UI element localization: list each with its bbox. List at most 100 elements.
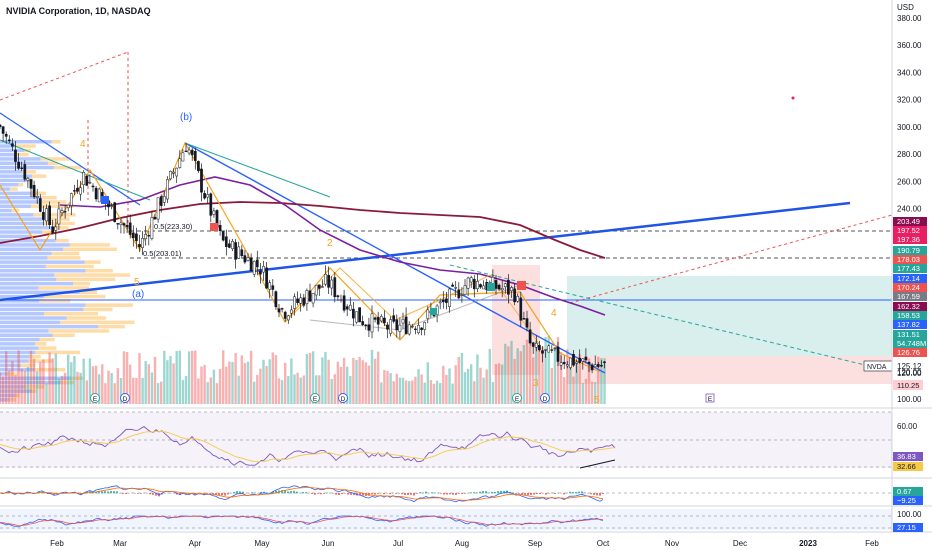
profile-row-sell (48, 329, 110, 333)
price-tag: 131.51 (893, 330, 927, 339)
macd-panel: 0.67 −9.25 (0, 485, 923, 505)
macd-bar (317, 493, 319, 494)
candle-body (234, 242, 237, 260)
profile-row-sell (70, 376, 83, 380)
svg-text:D: D (123, 396, 128, 403)
candle-body (593, 364, 597, 367)
profile-row-buy (0, 230, 43, 234)
macd-bar (416, 493, 418, 494)
macd-bar (572, 491, 574, 494)
candle-body (401, 318, 405, 324)
candle-body (82, 172, 86, 186)
svg-text:203.49: 203.49 (897, 217, 920, 226)
long-target-zone (567, 276, 892, 356)
candle-body (562, 361, 566, 365)
svg-text:54.748M: 54.748M (897, 339, 926, 348)
volume-bar (36, 371, 39, 404)
candle-body (584, 356, 588, 361)
macd-bar (464, 493, 466, 494)
volume-bar (197, 378, 200, 404)
volume-bar (476, 354, 479, 404)
macd-bar (101, 491, 103, 494)
volume-bar (63, 372, 67, 404)
candle-body (51, 226, 55, 233)
price-120-label: 120.00 (897, 369, 922, 378)
volume-bar (435, 380, 439, 404)
macd-bar (329, 492, 331, 494)
macd-bar (326, 492, 328, 494)
candle-body (603, 361, 606, 363)
macd-bar (407, 493, 409, 495)
profile-row-buy (0, 208, 12, 213)
candle-body (76, 187, 79, 192)
profile-row-buy (0, 140, 52, 144)
profile-row-buy (0, 221, 44, 226)
volume-bar (491, 381, 495, 404)
volume-bar (377, 351, 380, 404)
volume-bar (191, 350, 194, 404)
profile-row-buy (0, 273, 55, 277)
profile-row-buy (0, 161, 48, 165)
volume-bar (67, 354, 70, 404)
macd-bar (395, 493, 397, 494)
volume-bar (358, 357, 361, 404)
macd-bar (203, 493, 205, 494)
macd-bar (602, 493, 604, 495)
ma-100 (59, 176, 606, 316)
volume-bar (336, 361, 340, 404)
candle-body (383, 317, 386, 324)
profile-row-buy (0, 165, 54, 170)
profile-row-sell (15, 393, 20, 398)
volume-bar (600, 358, 603, 404)
profile-row-sell (44, 312, 98, 316)
candle-body (538, 344, 541, 351)
svg-text:E: E (708, 396, 713, 403)
volume-bar (370, 349, 374, 404)
volume-bar (305, 354, 309, 404)
ma-200 (0, 201, 606, 259)
macd-bar (422, 492, 424, 494)
candle-body (519, 297, 523, 321)
profile-row-sell (32, 389, 37, 393)
volume-bar (389, 373, 392, 404)
profile-row-sell (39, 337, 55, 342)
price-tick-320: 320.00 (897, 96, 922, 105)
candle-body (193, 150, 197, 161)
volume-bar (380, 382, 383, 404)
macd-bar (389, 493, 391, 495)
volume-bar (383, 369, 386, 404)
volume-bar (470, 364, 473, 404)
candle-body (252, 261, 256, 275)
candle-body (240, 249, 244, 256)
candle-body (7, 139, 11, 142)
volume-bar (497, 363, 501, 404)
macd-bar (410, 493, 412, 495)
candle-body (290, 309, 293, 314)
candle-body (11, 143, 14, 147)
volume-bar (156, 383, 160, 404)
profile-row-buy (0, 234, 31, 239)
volume-bar (590, 381, 594, 404)
volume-bar (339, 366, 343, 404)
volume-profile (0, 140, 135, 402)
macd-bar (221, 493, 223, 496)
volume-bar (243, 363, 247, 404)
macd-bar (98, 491, 100, 494)
candle-body (97, 188, 101, 203)
macd-bar (440, 493, 442, 494)
macd-bar (383, 493, 385, 495)
volume-bar (361, 360, 364, 404)
macd-bar (458, 493, 460, 494)
time-tick: Nov (665, 539, 679, 548)
macd-bar (239, 491, 241, 494)
profile-row-buy (0, 144, 17, 148)
macd-bar (443, 493, 445, 495)
profile-row-buy (0, 157, 41, 161)
macd-bar (479, 491, 481, 494)
profile-row-sell (9, 398, 16, 402)
volume-bar (538, 345, 541, 404)
macd-bar (104, 491, 106, 494)
profile-row-sell (84, 260, 101, 264)
